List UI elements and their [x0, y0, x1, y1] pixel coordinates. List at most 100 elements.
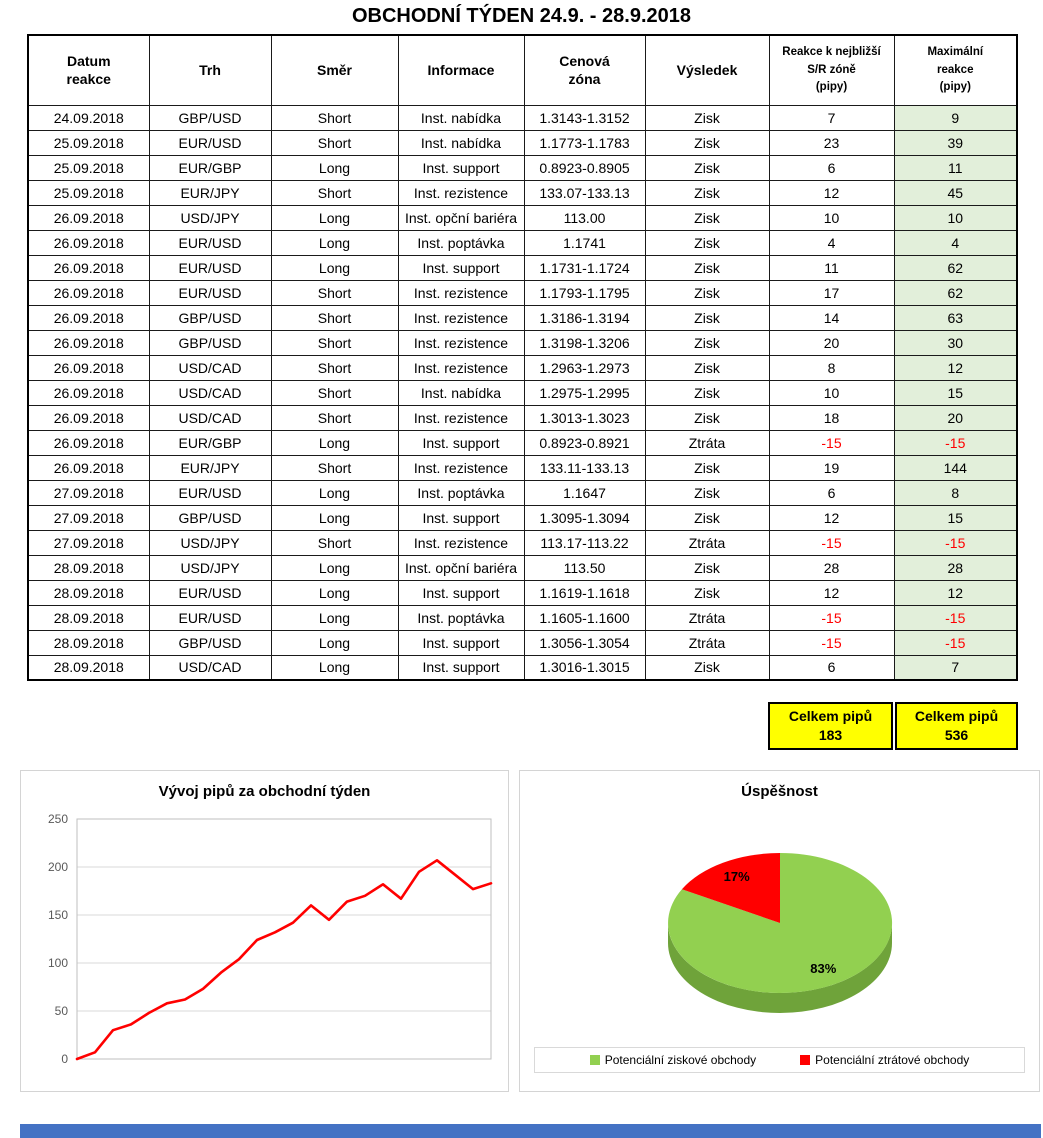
table-row: 27.09.2018 EUR/USD Long Inst. poptávka 1.164…: [27, 479, 1018, 506]
table-cell: Long: [270, 229, 399, 256]
table-cell: 26.09.2018: [27, 354, 150, 381]
table-cell: 26.09.2018: [27, 404, 150, 431]
table-cell: Short: [270, 129, 399, 156]
table-cell: Inst. rezistence: [397, 529, 525, 556]
table-cell: Short: [270, 104, 399, 131]
table-cell: 28.09.2018: [27, 554, 150, 581]
table-cell: Zisk: [644, 504, 770, 531]
table-cell: 23: [768, 129, 895, 156]
table-cell: EUR/USD: [148, 229, 272, 256]
table-cell: EUR/USD: [148, 254, 272, 281]
table-cell: EUR/USD: [148, 604, 272, 631]
table-cell: 1.1741: [523, 229, 646, 256]
table-cell: 12: [768, 504, 895, 531]
totals: Celkem pipů 183 Celkem pipů 536: [768, 702, 1043, 750]
table-row: 26.09.2018 USD/CAD Short Inst. rezistence 1.…: [27, 404, 1018, 431]
svg-text:200: 200: [47, 860, 67, 874]
table-cell: 7: [893, 654, 1018, 681]
table-cell: Ztráta: [644, 604, 770, 631]
table-cell: Inst. support: [397, 254, 525, 281]
table-cell: GBP/USD: [148, 629, 272, 656]
page-title: OBCHODNÍ TÝDEN 24.9. - 28.9.2018: [351, 5, 691, 27]
table-cell: 26.09.2018: [27, 379, 150, 406]
total-box-sr-zone: Celkem pipů 183: [768, 702, 893, 750]
table-cell: 0.8923-0.8921: [523, 429, 646, 456]
line-chart-title: Vývoj pipů za obchodní týden: [158, 783, 371, 800]
table-cell: Zisk: [644, 229, 770, 256]
table-cell: Zisk: [644, 254, 770, 281]
table-cell: 18: [768, 404, 895, 431]
table-cell: Long: [270, 579, 399, 606]
table-cell: Zisk: [644, 379, 770, 406]
line-chart: 0 50 100 150 200 250: [47, 812, 492, 1066]
table-cell: Zisk: [644, 154, 770, 181]
table-cell: GBP/USD: [148, 329, 272, 356]
table-cell: 0.8923-0.8905: [523, 154, 646, 181]
table-cell: -15: [768, 604, 895, 631]
pie-chart-title: Úspěšnost: [741, 783, 818, 800]
table-cell: 28: [893, 554, 1018, 581]
table-cell: Zisk: [644, 579, 770, 606]
table-cell: 25.09.2018: [27, 154, 150, 181]
table-cell: Ztráta: [644, 429, 770, 456]
table-row: 26.09.2018 USD/CAD Short Inst. nabídka 1.297…: [27, 379, 1018, 406]
table-cell: 26.09.2018: [27, 254, 150, 281]
loss-swatch-icon: [800, 1055, 811, 1065]
table-cell: Inst. poptávka: [397, 229, 525, 256]
table-cell: 1.1605-1.1600: [523, 604, 646, 631]
svg-text:83%: 83%: [810, 961, 836, 976]
trade-table-body: 24.09.2018 GBP/USD Short Inst. nabídka 1.314…: [27, 104, 1018, 681]
table-cell: 113.00: [523, 204, 646, 231]
table-cell: 1.3016-1.3015: [523, 654, 646, 681]
table-cell: 8: [893, 479, 1018, 506]
table-cell: Long: [270, 254, 399, 281]
table-cell: Zisk: [644, 304, 770, 331]
table-cell: Zisk: [644, 654, 770, 681]
total-max-value: 536: [944, 727, 969, 743]
header-trh: Trh: [148, 34, 272, 106]
table-cell: Zisk: [644, 454, 770, 481]
trade-table: Datum reakce Trh Směr Informace Cenová z…: [27, 34, 1018, 681]
table-cell: 27.09.2018: [27, 479, 150, 506]
table-row: 26.09.2018 EUR/GBP Long Inst. support 0.8923…: [27, 429, 1018, 456]
table-row: 26.09.2018 EUR/USD Long Inst. poptávka 1.174…: [27, 229, 1018, 256]
legend-item-loss: Potenciální ztrátové obchody: [800, 1053, 969, 1067]
table-row: 28.09.2018 USD/JPY Long Inst. opční bariéra…: [27, 554, 1018, 581]
table-cell: 1.3186-1.3194: [523, 304, 646, 331]
table-cell: Inst. nabídka: [397, 129, 525, 156]
svg-text:0: 0: [61, 1052, 68, 1066]
table-cell: Zisk: [644, 329, 770, 356]
table-cell: Inst. rezistence: [397, 454, 525, 481]
table-cell: 1.1731-1.1724: [523, 254, 646, 281]
table-cell: Inst. support: [397, 654, 525, 681]
table-cell: Long: [270, 604, 399, 631]
table-cell: Ztráta: [644, 529, 770, 556]
table-cell: 28: [768, 554, 895, 581]
table-cell: Inst. rezistence: [397, 354, 525, 381]
table-cell: Inst. support: [397, 429, 525, 456]
table-cell: 9: [893, 104, 1018, 131]
table-cell: Short: [270, 329, 399, 356]
table-cell: 113.50: [523, 554, 646, 581]
table-row: 28.09.2018 EUR/USD Long Inst. support 1.1619…: [27, 579, 1018, 606]
header-datum-reakce: Datum reakce: [27, 34, 150, 106]
legend-label-profit: Potenciální ziskové obchody: [604, 1053, 757, 1067]
table-cell: 133.11-133.13: [523, 454, 646, 481]
svg-text:250: 250: [47, 812, 67, 826]
table-row: 26.09.2018 USD/JPY Long Inst. opční bariéra…: [27, 204, 1018, 231]
table-row: 27.09.2018 GBP/USD Long Inst. support 1.3095…: [27, 504, 1018, 531]
table-cell: USD/JPY: [148, 204, 272, 231]
table-cell: GBP/USD: [148, 104, 272, 131]
table-cell: Zisk: [644, 354, 770, 381]
table-cell: Inst. support: [397, 504, 525, 531]
table-cell: EUR/JPY: [148, 179, 272, 206]
table-cell: 62: [893, 254, 1018, 281]
table-row: 28.09.2018 EUR/USD Long Inst. poptávka 1.160…: [27, 604, 1018, 631]
table-cell: Zisk: [644, 104, 770, 131]
table-cell: EUR/GBP: [148, 429, 272, 456]
table-row: 25.09.2018 EUR/JPY Short Inst. rezistence 13…: [27, 179, 1018, 206]
table-cell: 12: [893, 354, 1018, 381]
table-cell: Inst. nabídka: [397, 104, 525, 131]
table-cell: 27.09.2018: [27, 529, 150, 556]
table-cell: 1.2963-1.2973: [523, 354, 646, 381]
